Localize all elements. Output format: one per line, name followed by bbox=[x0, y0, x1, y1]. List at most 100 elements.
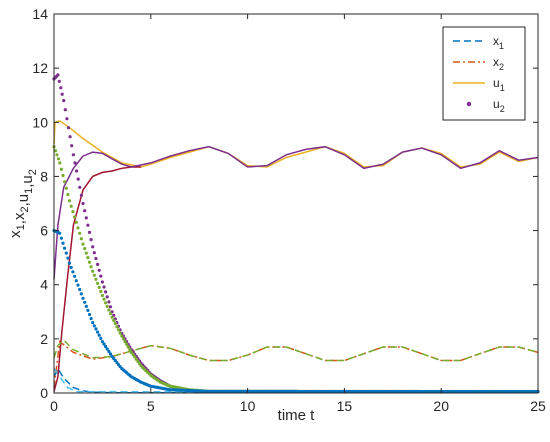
data-point bbox=[69, 204, 73, 208]
data-point bbox=[70, 144, 74, 148]
data-point bbox=[104, 344, 108, 349]
data-point bbox=[137, 362, 142, 366]
data-point bbox=[100, 293, 104, 298]
data-point bbox=[107, 308, 111, 312]
data-point bbox=[92, 324, 96, 328]
data-point bbox=[64, 186, 68, 190]
data-point bbox=[60, 92, 64, 96]
data-point bbox=[69, 265, 73, 270]
y-tick-label: 10 bbox=[32, 114, 48, 130]
data-point bbox=[58, 161, 62, 165]
data-point bbox=[66, 126, 71, 130]
y-tick-label: 8 bbox=[40, 168, 48, 184]
data-point bbox=[102, 342, 106, 346]
data-point bbox=[61, 241, 65, 245]
data-point bbox=[133, 355, 137, 359]
data-point bbox=[91, 245, 95, 249]
data-point bbox=[81, 296, 85, 300]
data-point bbox=[102, 297, 106, 301]
data-point bbox=[68, 135, 72, 139]
series-line bbox=[53, 120, 539, 168]
data-point bbox=[86, 256, 90, 260]
x-tick-label: 0 bbox=[50, 398, 58, 414]
legend-box bbox=[442, 26, 526, 121]
data-point bbox=[74, 279, 78, 283]
axes-box bbox=[53, 13, 539, 394]
data-point bbox=[84, 304, 88, 308]
data-point bbox=[97, 285, 101, 289]
data-point bbox=[99, 274, 103, 278]
axes-layer: 0 5 10 15 20 25 0 2 4 6 8 10 12 14 bbox=[32, 6, 546, 414]
data-point bbox=[121, 337, 125, 341]
data-point bbox=[81, 242, 85, 246]
data-point bbox=[73, 274, 77, 278]
data-point bbox=[71, 153, 75, 157]
data-point bbox=[56, 157, 61, 161]
x-tick-label: 20 bbox=[433, 398, 449, 414]
data-point bbox=[110, 315, 114, 319]
data-point bbox=[105, 347, 109, 351]
data-point bbox=[100, 280, 104, 284]
data-point bbox=[89, 265, 93, 269]
data-point bbox=[58, 231, 62, 235]
data-point bbox=[126, 345, 130, 349]
data-point bbox=[108, 305, 113, 309]
legend-item: x2 bbox=[453, 55, 504, 72]
legend-item: u2 bbox=[466, 97, 505, 114]
x-tick-label: 25 bbox=[530, 398, 546, 414]
data-point bbox=[99, 336, 103, 340]
data-point bbox=[76, 283, 80, 287]
data-point bbox=[65, 117, 69, 121]
data-point bbox=[97, 333, 101, 337]
data-point bbox=[62, 99, 66, 103]
data-point bbox=[57, 79, 61, 83]
data-point bbox=[67, 199, 72, 203]
data-point bbox=[83, 300, 87, 304]
legend: x1 x2 u1 u2 bbox=[442, 26, 526, 121]
data-point bbox=[116, 328, 121, 332]
data-point bbox=[91, 269, 95, 273]
series-line bbox=[53, 339, 539, 362]
data-point bbox=[86, 308, 90, 312]
data-point bbox=[96, 281, 100, 285]
x-tick-label: 15 bbox=[337, 398, 353, 414]
data-point bbox=[113, 321, 117, 326]
y-axis-label: x1,x2,u1,u2 bbox=[7, 169, 39, 238]
data-point bbox=[74, 220, 78, 224]
data-point bbox=[94, 327, 98, 331]
data-point bbox=[94, 256, 98, 261]
data-point bbox=[120, 334, 124, 338]
data-point bbox=[134, 357, 138, 361]
data-point bbox=[105, 304, 109, 308]
data-point bbox=[56, 73, 60, 77]
data-point bbox=[136, 359, 140, 363]
data-point bbox=[87, 260, 92, 264]
data-point bbox=[115, 325, 119, 329]
data-point bbox=[83, 209, 87, 213]
y-tick-label: 6 bbox=[40, 223, 48, 239]
data-point bbox=[66, 192, 70, 197]
data-point bbox=[84, 216, 88, 220]
data-point bbox=[55, 153, 59, 157]
data-point bbox=[76, 177, 80, 181]
data-point bbox=[78, 287, 82, 292]
data-point bbox=[53, 149, 58, 153]
data-point bbox=[92, 251, 96, 255]
legend-marker bbox=[466, 101, 472, 107]
data-point bbox=[92, 273, 96, 277]
data-point bbox=[108, 352, 113, 356]
series-u2-upper bbox=[53, 145, 539, 280]
data-point bbox=[87, 312, 92, 317]
data-point bbox=[66, 256, 70, 260]
data-point bbox=[78, 231, 82, 235]
data-point bbox=[71, 210, 75, 214]
data-point bbox=[79, 193, 83, 197]
data-point bbox=[91, 321, 95, 325]
series-u1 bbox=[53, 120, 539, 168]
data-point bbox=[94, 277, 98, 281]
data-point bbox=[64, 251, 68, 255]
legend-item: x1 bbox=[453, 34, 504, 51]
legend-label: u1 bbox=[493, 76, 505, 93]
